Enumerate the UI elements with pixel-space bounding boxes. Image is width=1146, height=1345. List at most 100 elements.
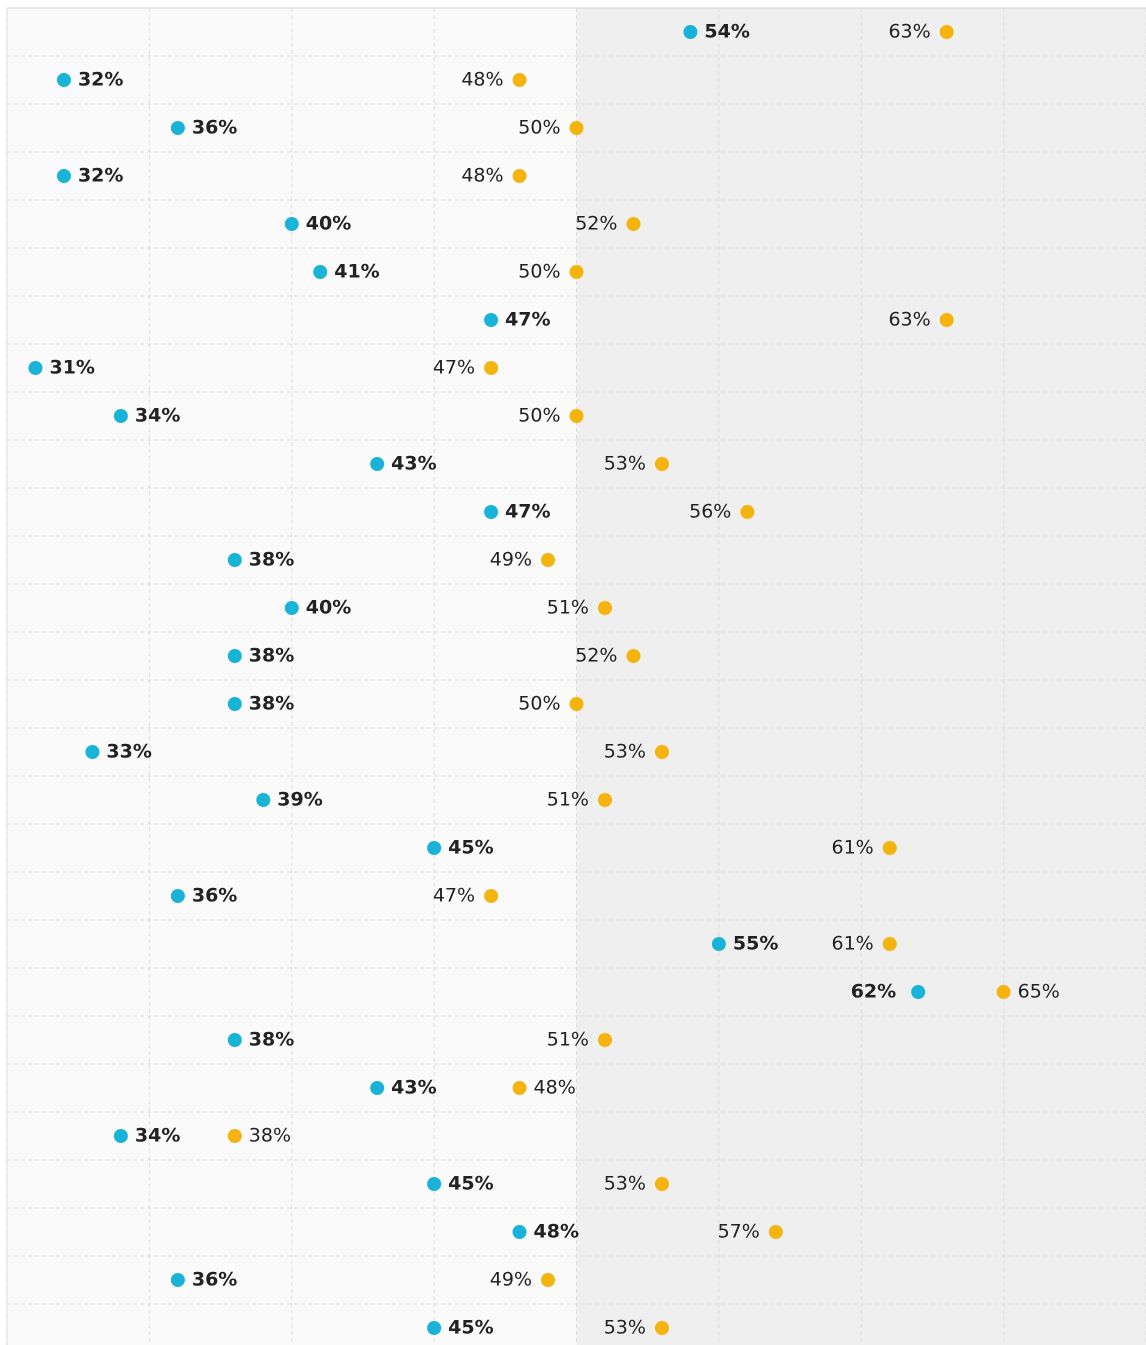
dot [284,601,299,615]
dot [313,265,328,279]
dot [484,313,499,327]
dot [939,25,954,39]
value-label: 45% [448,1173,493,1195]
dot [654,745,669,759]
dot [740,505,755,519]
dot [170,121,185,135]
value-label: 48% [534,1221,579,1243]
value-label: 50% [518,405,560,427]
dot [626,649,641,663]
dot [56,169,71,183]
dot [227,649,242,663]
value-label: 53% [604,1173,646,1195]
dot [28,361,43,375]
value-label: 34% [135,405,180,427]
value-label: 45% [448,837,493,859]
value-label: 47% [505,309,550,331]
dot [569,121,584,135]
dot [654,1321,669,1335]
value-label: 43% [391,1077,436,1099]
dot [711,937,726,951]
value-label: 61% [831,933,873,955]
dot [427,1321,442,1335]
value-label: 36% [192,1269,237,1291]
dot [370,457,385,471]
dot [227,697,242,711]
dot [227,1033,242,1047]
dot [683,25,698,39]
value-label: 31% [49,357,94,379]
dot [170,1273,185,1287]
value-label: 54% [704,21,749,43]
dot [654,457,669,471]
value-label: 53% [604,741,646,763]
value-label: 50% [518,261,560,283]
dot [882,841,897,855]
dot [569,697,584,711]
dot [170,889,185,903]
dot [427,1177,442,1191]
value-label: 53% [604,1317,646,1339]
value-label: 32% [78,69,123,91]
dot [597,793,612,807]
dot [484,889,499,903]
dot [597,601,612,615]
dot [484,361,499,375]
value-label: 43% [391,453,436,475]
value-label: 47% [433,357,475,379]
dot [768,1225,783,1239]
value-label: 33% [106,741,151,763]
dot [939,313,954,327]
value-label: 41% [334,261,379,283]
dot [512,73,527,87]
dot [541,553,556,567]
value-label: 38% [249,693,294,715]
dot [113,409,128,423]
value-label: 57% [718,1221,760,1243]
value-label: 47% [505,501,550,523]
value-label: 48% [534,1077,576,1099]
dot [370,1081,385,1095]
value-label: 50% [518,117,560,139]
value-label: 49% [490,549,532,571]
dot [427,841,442,855]
value-label: 48% [461,69,503,91]
value-label: 55% [733,933,778,955]
value-label: 56% [689,501,731,523]
dot [284,217,299,231]
value-label: 62% [851,981,896,1003]
value-label: 34% [135,1125,180,1147]
value-label: 63% [888,21,930,43]
value-label: 52% [575,213,617,235]
dot [654,1177,669,1191]
value-label: 63% [888,309,930,331]
value-label: 50% [518,693,560,715]
value-label: 40% [306,597,351,619]
dot [512,1081,527,1095]
dot [484,505,499,519]
dot [56,73,71,87]
value-label: 36% [192,885,237,907]
value-label: 40% [306,213,351,235]
value-label: 49% [490,1269,532,1291]
value-label: 52% [575,645,617,667]
value-label: 39% [277,789,322,811]
value-label: 65% [1018,981,1060,1003]
value-label: 38% [249,1029,294,1051]
dot [85,745,100,759]
value-label: 61% [831,837,873,859]
dot [113,1129,128,1143]
dot [512,1225,527,1239]
value-label: 32% [78,165,123,187]
dot [569,265,584,279]
dot [996,985,1011,999]
value-label: 36% [192,117,237,139]
value-label: 47% [433,885,475,907]
value-label: 51% [547,597,589,619]
dot [512,169,527,183]
dot [227,553,242,567]
value-label: 51% [547,1029,589,1051]
dot [882,937,897,951]
value-label: 48% [461,165,503,187]
